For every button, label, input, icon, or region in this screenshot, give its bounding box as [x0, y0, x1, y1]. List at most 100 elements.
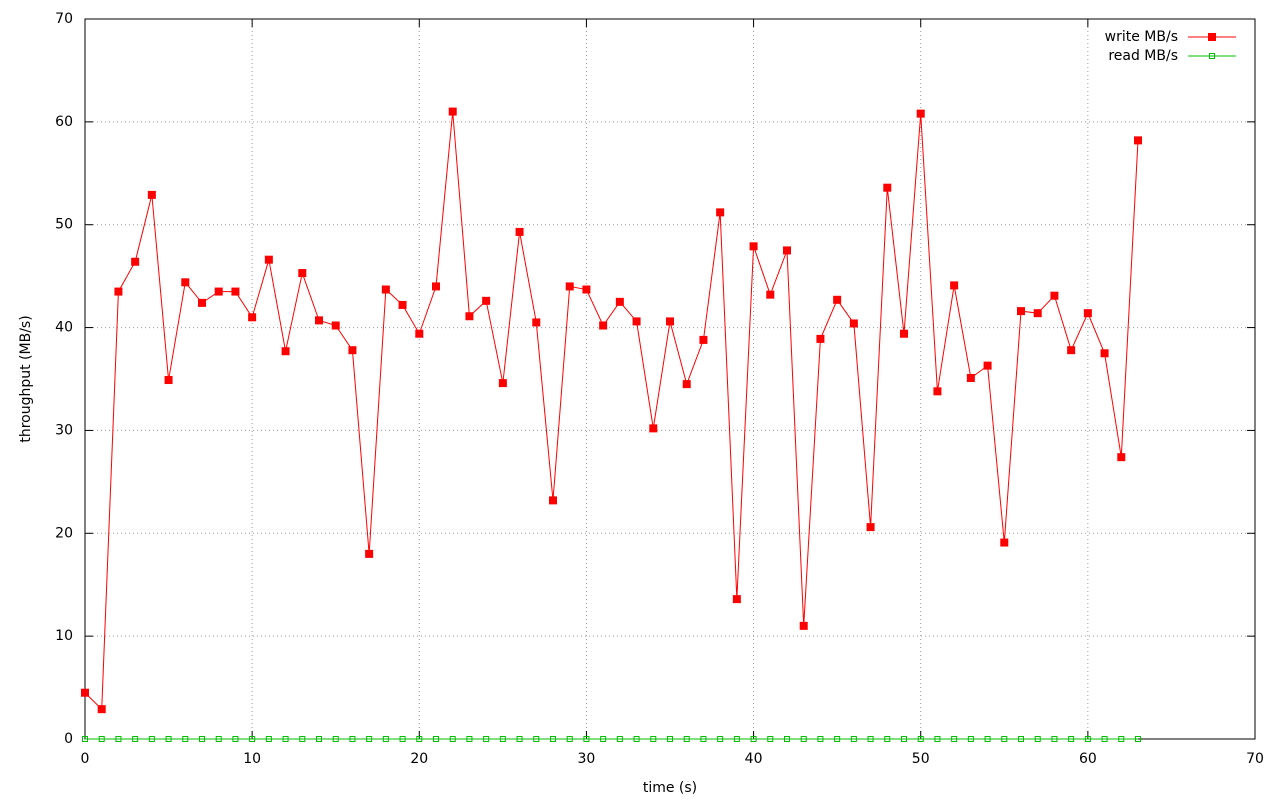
data-point [615, 297, 624, 306]
data-point [800, 736, 807, 742]
data-point [232, 736, 239, 742]
data-point [1135, 736, 1141, 742]
data-point [147, 190, 156, 199]
data-point [265, 736, 272, 742]
x-tick-label: 70 [1246, 751, 1264, 767]
series-line [84, 111, 1139, 711]
data-point [415, 329, 424, 338]
data-point [298, 269, 307, 278]
data-point [1134, 136, 1142, 145]
x-tick-label: 0 [81, 751, 90, 767]
data-point [114, 287, 123, 296]
data-point [164, 376, 173, 385]
data-point [867, 736, 874, 742]
data-point [448, 107, 457, 116]
data-point [516, 736, 523, 742]
data-point [1051, 736, 1058, 742]
y-tick-label: 70 [55, 11, 73, 27]
legend-marker [1209, 53, 1215, 59]
data-point [1050, 291, 1059, 300]
y-tick-label: 50 [55, 217, 73, 233]
data-point [716, 208, 725, 217]
data-point [632, 317, 641, 326]
data-point [281, 347, 290, 356]
data-point [198, 298, 206, 307]
data-point [583, 736, 590, 742]
data-point [148, 736, 155, 742]
data-point [82, 736, 88, 742]
plot-border [84, 18, 1256, 740]
data-point [533, 736, 540, 742]
data-point [616, 736, 623, 742]
data-point [783, 246, 791, 255]
data-point [299, 736, 306, 742]
data-point [1001, 736, 1008, 742]
data-point [1084, 736, 1091, 742]
data-point [683, 736, 690, 742]
data-point [582, 285, 591, 294]
data-point [416, 736, 423, 742]
data-point [1101, 736, 1108, 742]
data-point [332, 736, 339, 742]
data-point [732, 595, 741, 604]
data-point [381, 285, 390, 294]
y-tick-label: 20 [55, 525, 73, 541]
data-point [483, 736, 490, 742]
data-point [131, 257, 140, 266]
x-tick-label: 40 [745, 751, 763, 767]
data-point [866, 523, 875, 532]
data-point [984, 736, 991, 742]
data-point [264, 255, 273, 264]
data-point [883, 183, 892, 192]
data-point [784, 736, 790, 742]
data-point [398, 300, 407, 309]
data-point [1118, 736, 1125, 742]
data-point [633, 736, 640, 742]
data-point [850, 736, 857, 742]
x-tick-label: 20 [410, 751, 428, 767]
data-point [248, 313, 257, 322]
x-tick-label: 30 [578, 751, 596, 767]
x-tick-label: 10 [243, 751, 261, 767]
x-tick-label: 50 [912, 751, 930, 767]
data-point [515, 227, 524, 236]
legend-marker [1208, 33, 1216, 41]
data-point [849, 319, 858, 328]
data-point [917, 736, 924, 742]
data-point [214, 287, 223, 296]
data-point [499, 736, 506, 742]
data-point [449, 736, 456, 742]
data-point [666, 317, 674, 326]
data-point [983, 361, 992, 370]
data-point [98, 736, 105, 742]
legend-label: read MB/s [1108, 48, 1178, 64]
data-point [182, 736, 189, 742]
y-tick-label: 60 [55, 114, 73, 130]
data-point [766, 290, 775, 299]
data-point [565, 282, 574, 291]
data-point [432, 282, 440, 291]
x-tick-label: 60 [1079, 751, 1097, 767]
data-point [934, 736, 941, 742]
data-point [600, 736, 607, 742]
data-point [1068, 736, 1075, 742]
data-point [1083, 309, 1092, 318]
data-point [966, 373, 975, 382]
data-point [382, 736, 389, 742]
data-point [884, 736, 891, 742]
data-point [700, 736, 707, 742]
data-point [1034, 736, 1041, 742]
data-point [349, 736, 356, 742]
data-point [1067, 346, 1076, 355]
x-axis-label: time (s) [643, 780, 697, 796]
y-axis-label: throughput (MB/s) [18, 315, 34, 442]
data-point [1000, 538, 1009, 547]
data-point [717, 736, 724, 742]
data-point [331, 321, 340, 330]
data-point [1018, 736, 1024, 742]
y-tick-label: 40 [55, 320, 73, 336]
data-point [465, 312, 474, 321]
data-point [682, 380, 691, 389]
